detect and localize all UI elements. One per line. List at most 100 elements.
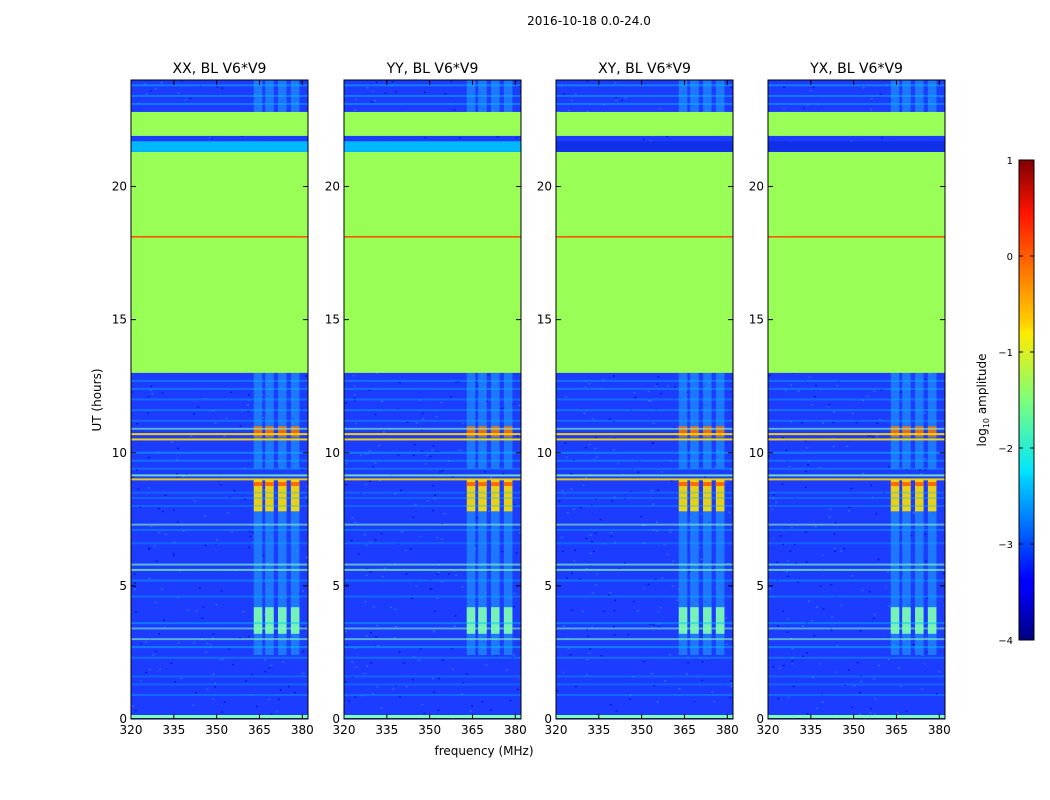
noise-speck [372, 606, 375, 608]
noise-speck [158, 531, 161, 534]
noise-speck [439, 471, 442, 473]
noise-speck [239, 425, 242, 427]
noise-speck [940, 96, 942, 98]
time-streak [131, 433, 308, 436]
noise-speck [653, 529, 655, 531]
panel-xx: XX, BL V6*V9 320 335 350 365 380 0 5 10 15 20 [112, 61, 314, 737]
noise-speck [418, 659, 421, 661]
noise-speck [481, 701, 484, 703]
time-streak [768, 398, 945, 401]
noise-speck [860, 680, 863, 683]
noise-speck [206, 688, 209, 690]
noise-speck [287, 380, 290, 383]
time-streak [344, 94, 521, 97]
noise-speck [816, 103, 819, 106]
time-streak [556, 595, 733, 598]
noise-speck [248, 530, 251, 532]
time-streak [768, 715, 945, 719]
noise-speck [348, 700, 350, 702]
noise-speck [689, 380, 691, 383]
noise-speck [376, 686, 379, 688]
noise-speck [868, 435, 871, 437]
noise-speck [391, 81, 394, 83]
noise-speck [365, 574, 368, 576]
noise-speck [375, 81, 378, 84]
noise-speck [426, 454, 429, 457]
noise-speck [585, 537, 588, 540]
noise-speck [144, 641, 147, 644]
x-tick-label: 335 [799, 723, 822, 737]
noise-speck [806, 712, 809, 715]
x-tick-label: 350 [842, 723, 865, 737]
noise-speck [213, 686, 216, 688]
noise-speck [571, 609, 574, 611]
noise-speck [563, 93, 565, 95]
noise-speck [147, 396, 150, 398]
rfi-peak [890, 482, 900, 487]
noise-speck [701, 634, 703, 636]
noise-speck [830, 583, 833, 586]
noise-speck [711, 691, 714, 693]
noise-speck [136, 423, 139, 425]
rfi-blob [915, 607, 924, 634]
noise-speck [594, 532, 597, 534]
noise-speck [369, 480, 371, 482]
noise-speck [404, 549, 407, 552]
noise-speck [177, 642, 180, 644]
noise-speck [435, 415, 438, 418]
figure-suptitle: 2016-10-18 0.0-24.0 [527, 14, 651, 28]
rfi-peak [253, 482, 263, 487]
noise-speck [131, 391, 133, 393]
time-streak [556, 102, 733, 105]
time-streak [131, 491, 308, 494]
x-tick-label: 380 [504, 723, 527, 737]
rfi-band [478, 80, 487, 112]
noise-speck [515, 137, 518, 139]
noise-speck [730, 86, 733, 89]
noise-speck [397, 454, 400, 456]
noise-speck [158, 507, 161, 510]
noise-speck [874, 698, 877, 700]
rfi-band [278, 372, 287, 469]
noise-speck [148, 487, 150, 489]
noise-speck [653, 684, 656, 687]
noise-speck [642, 542, 645, 544]
noise-speck [870, 98, 873, 100]
noise-speck [608, 418, 611, 420]
time-streak [768, 523, 945, 526]
noise-speck [204, 651, 207, 653]
noise-speck [925, 636, 927, 639]
noise-speck [248, 399, 251, 401]
rfi-band [478, 372, 487, 469]
noise-speck [726, 643, 729, 645]
time-streak [556, 683, 733, 686]
noise-speck [185, 473, 188, 475]
time-streak [131, 84, 308, 87]
noise-speck [131, 475, 134, 478]
time-streak [131, 467, 308, 470]
noise-speck [158, 633, 161, 635]
time-streak [344, 459, 521, 462]
time-streak [131, 398, 308, 401]
noise-speck [579, 506, 582, 509]
noise-speck [436, 536, 439, 539]
time-streak [131, 579, 308, 582]
noise-speck [441, 470, 444, 472]
noise-speck [560, 536, 563, 539]
time-streak [768, 419, 945, 422]
noise-speck [873, 678, 876, 680]
rfi-blob [466, 479, 476, 512]
x-tick-label: 320 [757, 723, 780, 737]
noise-speck [364, 600, 367, 603]
time-streak [344, 542, 521, 545]
noise-speck [670, 459, 672, 462]
rfi-band [927, 80, 937, 112]
noise-speck [711, 568, 714, 570]
noise-speck [441, 581, 444, 583]
noise-speck [595, 714, 598, 716]
noise-speck [815, 707, 818, 710]
rfi-peak [290, 482, 300, 487]
noise-speck [725, 617, 728, 619]
time-streak [131, 451, 308, 454]
time-streak [556, 563, 733, 566]
